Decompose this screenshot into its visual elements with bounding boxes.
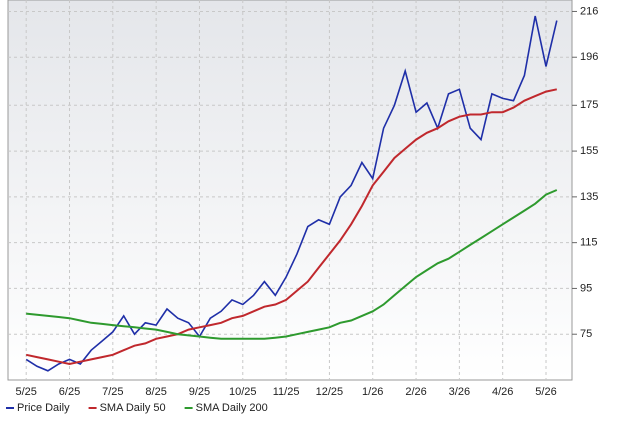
legend-label: SMA Daily 200	[196, 402, 268, 414]
y-tick-label: 216	[580, 5, 598, 17]
y-tick-label: 135	[580, 191, 598, 203]
x-tick-label: 2/26	[405, 386, 426, 398]
legend: Price Daily SMA Daily 50 SMA Daily 200	[6, 402, 268, 414]
y-tick-label: 95	[580, 282, 592, 294]
y-tick-label: 196	[580, 51, 598, 63]
x-tick-label: 8/25	[145, 386, 166, 398]
x-tick-label: 12/25	[316, 386, 344, 398]
x-tick-label: 5/26	[535, 386, 556, 398]
series-line	[25, 88, 558, 366]
x-tick-label: 4/26	[492, 386, 513, 398]
series-line	[25, 15, 558, 372]
x-tick-label: 10/25	[229, 386, 257, 398]
legend-label: Price Daily	[17, 402, 70, 414]
series-line	[26, 189, 558, 340]
x-tick-label: 9/25	[189, 386, 210, 398]
x-tick-label: 11/25	[273, 386, 300, 398]
legend-label: SMA Daily 50	[100, 402, 166, 414]
plot-area	[7, 0, 573, 381]
y-tick-label: 75	[580, 328, 592, 340]
x-tick-label: 7/25	[102, 386, 123, 398]
y-tick-label: 115	[580, 237, 598, 249]
x-tick-label: 5/25	[15, 386, 36, 398]
x-tick-label: 3/26	[449, 386, 470, 398]
x-tick-label: 6/25	[59, 386, 80, 398]
y-tick-label: 155	[580, 145, 598, 157]
x-tick-label: 1/26	[362, 386, 383, 398]
y-tick-label: 175	[580, 99, 598, 111]
